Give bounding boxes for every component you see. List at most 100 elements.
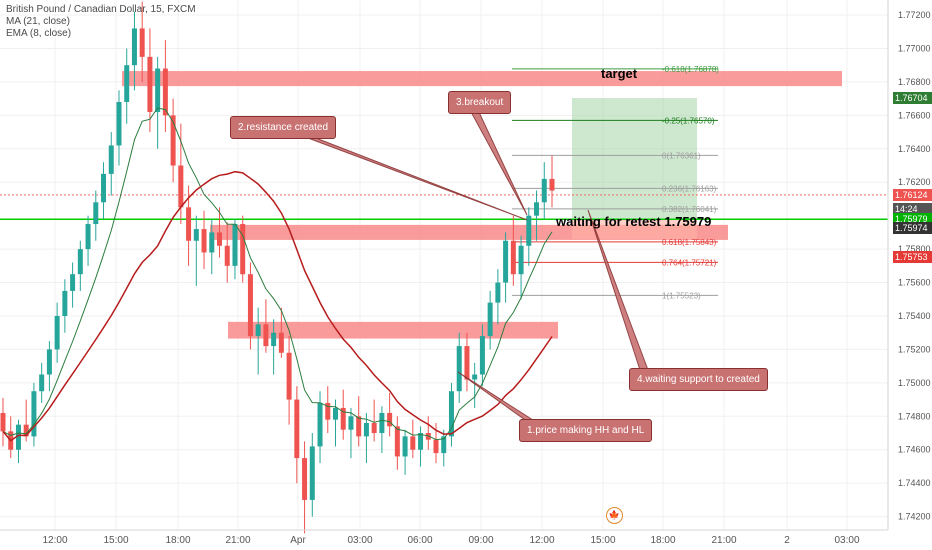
annotation-pointers (289, 109, 649, 423)
candle-body (387, 412, 393, 427)
price-tag: 1.75753 (893, 250, 932, 263)
candle-body (379, 412, 385, 434)
y-tick-label: 1.77200 (898, 10, 931, 20)
candle-body (147, 56, 153, 113)
fib-label: 1(1.75523) (662, 291, 701, 300)
candle-body (85, 224, 91, 250)
y-tick-label: 1.74800 (898, 411, 931, 421)
candle-body (178, 165, 184, 208)
candle-body (534, 202, 540, 216)
x-tick-label: 21:00 (711, 535, 736, 546)
candle-body (263, 324, 269, 347)
x-tick-label: 18:00 (165, 535, 190, 546)
target-label: target (601, 66, 638, 81)
zone-lower (228, 321, 558, 339)
x-tick-label: 03:00 (834, 535, 859, 546)
candle-body (503, 240, 509, 283)
candle-body (541, 178, 547, 203)
candle-body (232, 224, 238, 266)
callout-breakout[interactable]: 3.breakout (448, 91, 512, 114)
candle-body (31, 391, 37, 437)
candle-body (108, 145, 114, 174)
candle-body (294, 399, 300, 459)
candle-body (39, 374, 45, 392)
candle-body (510, 240, 516, 275)
callout-waiting-support[interactable]: 4.waiting support to created (629, 368, 768, 391)
callout-resistance[interactable]: 2.resistance created (230, 116, 337, 139)
candle-body (340, 407, 346, 430)
candle-body (224, 245, 230, 266)
x-tick-label: 12:00 (42, 535, 67, 546)
candle-body (371, 422, 377, 434)
canada-flag-icon[interactable]: 🍁 (606, 507, 623, 524)
symbol-title: British Pound / Canadian Dollar, 15, FXC… (6, 4, 196, 15)
candle-body (286, 352, 292, 400)
x-tick-label: 15:00 (590, 535, 615, 546)
x-tick-label: 2 (784, 535, 790, 546)
candle-body (54, 315, 60, 350)
candle-body (217, 232, 223, 246)
candle-body (139, 28, 145, 57)
x-tick-label: 21:00 (225, 535, 250, 546)
ema-legend: EMA (8, close) (6, 28, 72, 39)
candle-body (201, 229, 207, 253)
candle-body (278, 332, 284, 353)
y-tick-label: 1.74600 (898, 445, 931, 455)
candle-body (348, 416, 354, 430)
candle-body (410, 436, 416, 450)
candle-body (15, 424, 21, 450)
candle-body (116, 101, 122, 146)
retest-label: waiting for retest 1.75979 (556, 214, 712, 229)
x-tick-label: Apr (290, 535, 306, 546)
price-tag: 1.76124 (893, 188, 932, 201)
fib-label: 0.236(1.76163) (662, 184, 717, 193)
candle-body (247, 274, 253, 337)
candle-body (131, 28, 137, 66)
y-tick-label: 1.76400 (898, 144, 931, 154)
candle-body (472, 374, 478, 380)
candle-body (317, 402, 323, 447)
candle-body (271, 332, 277, 347)
y-tick-label: 1.75000 (898, 378, 931, 388)
x-tick-label: 06:00 (407, 535, 432, 546)
price-tag: 1.76704 (893, 91, 932, 104)
y-tick-label: 1.75800 (898, 244, 931, 254)
y-tick-label: 1.75200 (898, 344, 931, 354)
candle-body (170, 115, 176, 166)
candle-body (456, 346, 462, 392)
fib-label: 0.764(1.75721) (662, 258, 717, 267)
candle-body (101, 173, 107, 203)
candle-body (433, 439, 439, 454)
candle-body (448, 391, 454, 437)
candle-body (402, 436, 408, 457)
fib-label: 0(1.76361) (662, 151, 701, 160)
ma-legend: MA (21, close) (6, 16, 70, 27)
chart-legend: British Pound / Canadian Dollar, 15, FXC… (6, 4, 196, 40)
indicators (2, 107, 553, 442)
candle-body (46, 349, 52, 375)
candles (0, 1, 555, 534)
candle-body (363, 422, 369, 437)
callout-hh-hl[interactable]: 1.price making HH and HL (519, 419, 653, 442)
x-tick-label: 12:00 (529, 535, 554, 546)
candle-body (77, 249, 83, 275)
price-tag: 14:24 (893, 202, 932, 215)
y-tick-label: 1.74400 (898, 478, 931, 488)
candle-body (70, 274, 76, 291)
y-tick-label: 1.77000 (898, 43, 931, 53)
y-tick-label: 1.76800 (898, 77, 931, 87)
x-tick-label: 03:00 (347, 535, 372, 546)
candle-body (441, 436, 447, 454)
y-tick-label: 1.74200 (898, 512, 931, 522)
candle-body (425, 433, 431, 440)
candle-body (518, 245, 524, 275)
fibonacci-levels: -0.618(1.76878) -0.25(1.76570) 0(1.76361) 0… (512, 65, 719, 300)
candle-body (240, 224, 246, 275)
ema-line (2, 107, 553, 441)
stop-box (572, 219, 697, 240)
candle-body (93, 202, 99, 225)
y-tick-label: 1.76200 (898, 177, 931, 187)
candle-body (62, 290, 68, 316)
